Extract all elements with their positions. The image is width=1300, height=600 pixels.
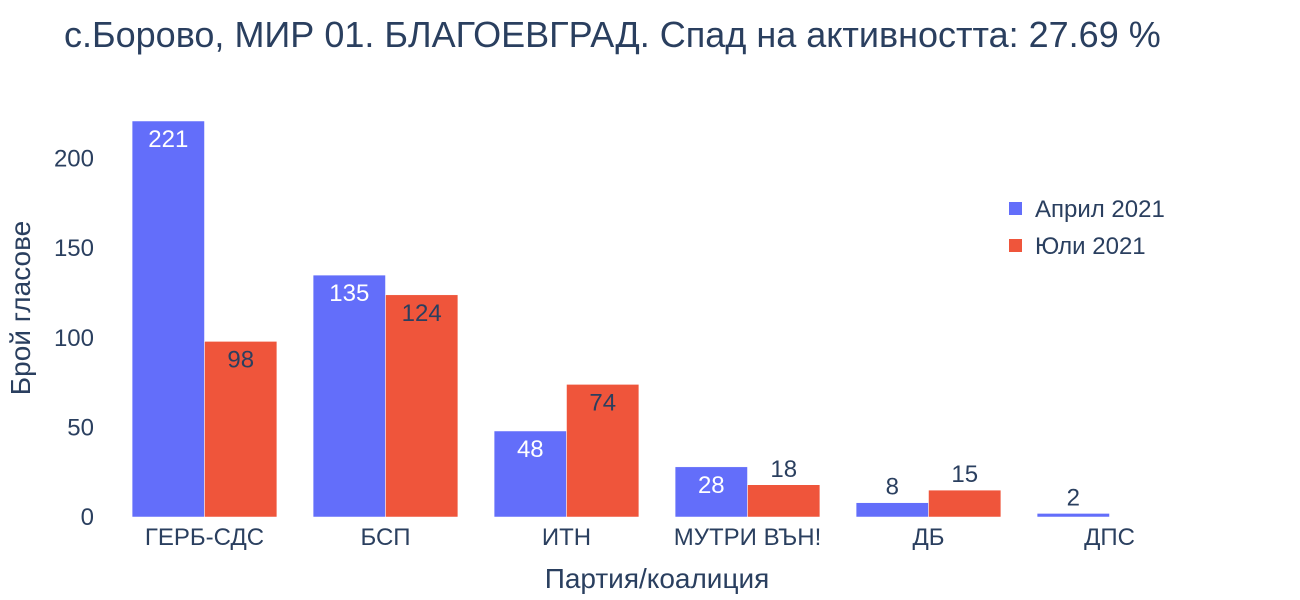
bar-april-0[interactable] [131, 120, 205, 518]
x-tick-label: БСП [360, 524, 410, 551]
data-label: 8 [886, 474, 899, 501]
legend-item-april[interactable]: Април 2021 [1009, 196, 1165, 223]
data-label: 74 [589, 389, 616, 416]
legend-swatch [1009, 239, 1022, 252]
chart-title: с.Борово, МИР 01. БЛАГОЕВГРАД. Спад на а… [64, 14, 1161, 55]
data-label: 221 [148, 126, 188, 153]
legend-item-july[interactable]: Юли 2021 [1009, 233, 1146, 260]
x-tick-label: ИТН [542, 524, 591, 551]
bars-layer [131, 120, 1110, 518]
bar-april-3[interactable] [674, 466, 748, 518]
data-label: 98 [227, 346, 254, 373]
y-tick-label: 150 [54, 235, 94, 262]
data-label: 15 [951, 461, 978, 488]
data-label: 135 [329, 280, 369, 307]
bar-july-3[interactable] [747, 484, 821, 518]
x-tick-label: ГЕРБ-СДС [145, 524, 264, 551]
data-label: 28 [698, 472, 725, 499]
y-tick-label: 200 [54, 146, 94, 173]
data-label: 48 [517, 436, 544, 463]
bar-april-1[interactable] [312, 274, 386, 518]
legend-label: Юли 2021 [1035, 233, 1146, 260]
x-tick-label: ДБ [912, 524, 944, 551]
data-label: 124 [402, 300, 442, 327]
legend-label: Април 2021 [1035, 196, 1165, 223]
data-label: 2 [1067, 484, 1080, 511]
data-labels-layer: 221 98 135 124 48 74 28 18 8 15 2 [148, 126, 1080, 511]
y-tick-label: 100 [54, 325, 94, 352]
bar-april-5[interactable] [1036, 513, 1110, 518]
y-tick-label: 50 [67, 414, 94, 441]
bar-july-2[interactable] [566, 384, 640, 518]
y-axis-label: Брой гласове [5, 221, 36, 395]
bar-july-0[interactable] [204, 341, 278, 518]
x-axis-ticks: ГЕРБ-СДС БСП ИТН МУТРИ ВЪН! ДБ ДПС [145, 524, 1135, 551]
x-tick-label: ДПС [1084, 524, 1135, 551]
legend-swatch [1009, 202, 1022, 215]
legend[interactable]: Април 2021 Юли 2021 [1009, 196, 1165, 260]
data-label: 18 [770, 456, 797, 483]
x-tick-label: МУТРИ ВЪН! [674, 524, 821, 551]
bar-july-4[interactable] [928, 489, 1002, 518]
bar-july-1[interactable] [385, 294, 459, 518]
x-axis-label: Партия/коалиция [545, 563, 770, 594]
bar-april-2[interactable] [493, 430, 567, 518]
y-axis-ticks: 0 50 100 150 200 [54, 146, 94, 531]
bar-april-4[interactable] [855, 502, 929, 518]
y-tick-label: 0 [81, 504, 94, 531]
